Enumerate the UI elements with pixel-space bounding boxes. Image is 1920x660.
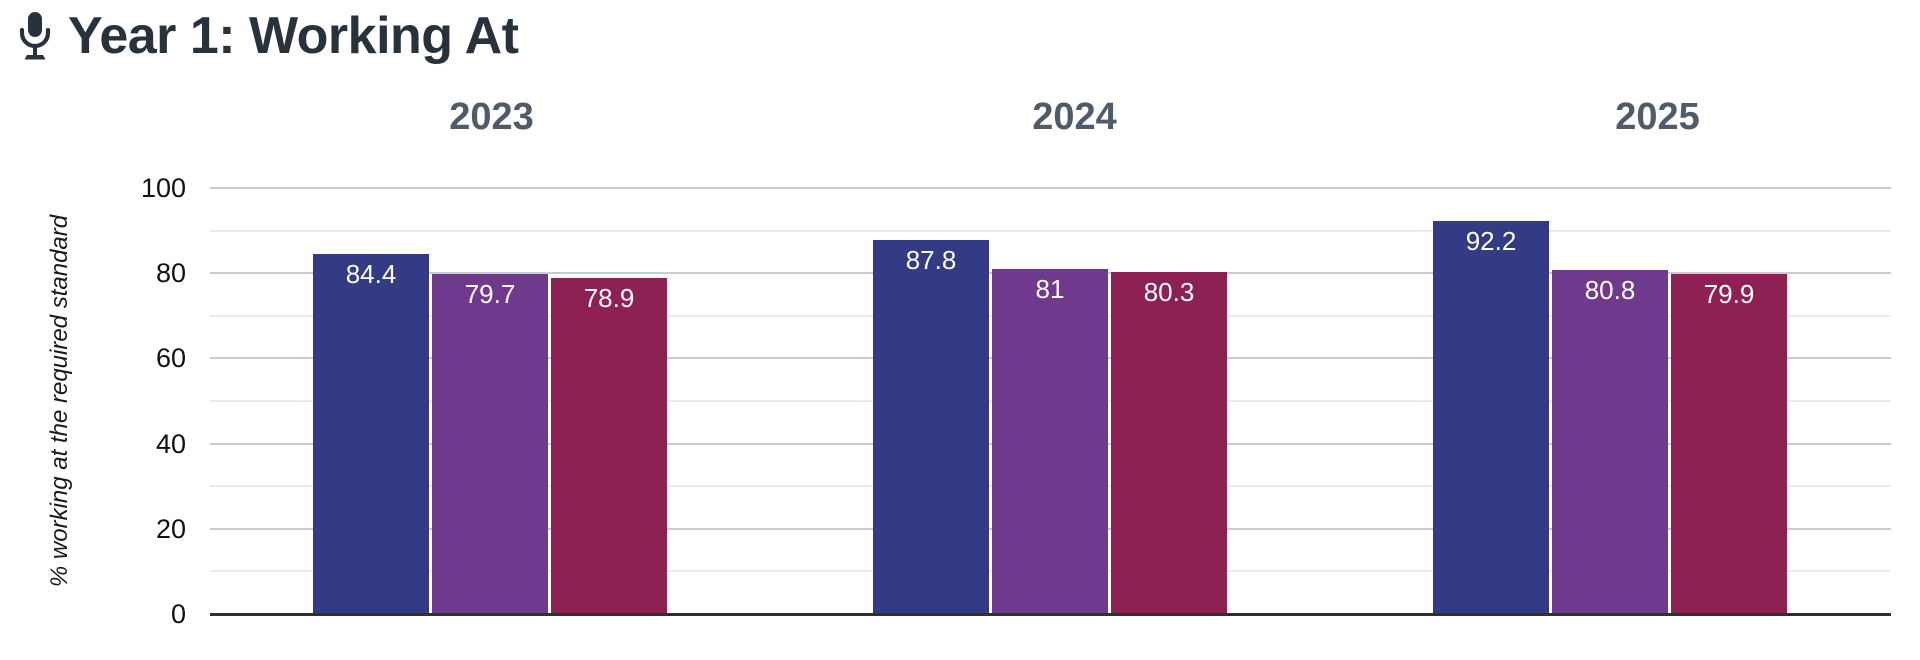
category-label-2023: 2023 xyxy=(449,96,534,138)
y-tick-label: 80 xyxy=(155,258,186,288)
bar-value-label: 80.3 xyxy=(1143,277,1195,307)
bar-2024-series-1[interactable]: 87.8 xyxy=(873,240,989,614)
bar-2025-series-2[interactable]: 80.8 xyxy=(1552,270,1668,614)
bar-2023-series-2[interactable]: 79.7 xyxy=(432,274,548,614)
bar-value-label: 79.9 xyxy=(1703,279,1755,309)
microphone-icon xyxy=(19,12,51,60)
bar-value-label: 80.8 xyxy=(1584,275,1636,305)
y-tick-label: 20 xyxy=(155,514,186,544)
bar-2023-series-3[interactable]: 78.9 xyxy=(551,278,667,614)
x-axis-line xyxy=(210,613,1891,616)
bar-2023-series-1[interactable]: 84.4 xyxy=(313,254,429,614)
chart-title: Year 1: Working At xyxy=(68,7,519,65)
y-tick-label: 60 xyxy=(155,343,186,373)
y-tick-label: 40 xyxy=(155,429,186,459)
bar-value-label: 87.8 xyxy=(905,245,957,275)
bar-value-label: 78.9 xyxy=(583,283,635,313)
chart-title-row: Year 1: Working At xyxy=(16,6,519,66)
bar-2025-series-1[interactable]: 92.2 xyxy=(1433,221,1549,614)
bar-value-label: 79.7 xyxy=(464,279,516,309)
bar-value-label: 84.4 xyxy=(345,259,397,289)
gridline-100 xyxy=(210,187,1891,189)
bar-2025-series-3[interactable]: 79.9 xyxy=(1671,274,1787,614)
bar-2024-series-3[interactable]: 80.3 xyxy=(1111,272,1227,614)
bar-value-label: 81 xyxy=(1035,274,1065,304)
y-tick-label: 100 xyxy=(140,173,186,203)
gridline-90 xyxy=(210,230,1891,232)
category-label-2024: 2024 xyxy=(1032,96,1117,138)
category-label-2025: 2025 xyxy=(1615,96,1700,138)
bar-2024-series-2[interactable]: 81 xyxy=(992,269,1108,614)
bar-value-label: 92.2 xyxy=(1465,226,1517,256)
y-tick-label: 0 xyxy=(170,599,186,629)
